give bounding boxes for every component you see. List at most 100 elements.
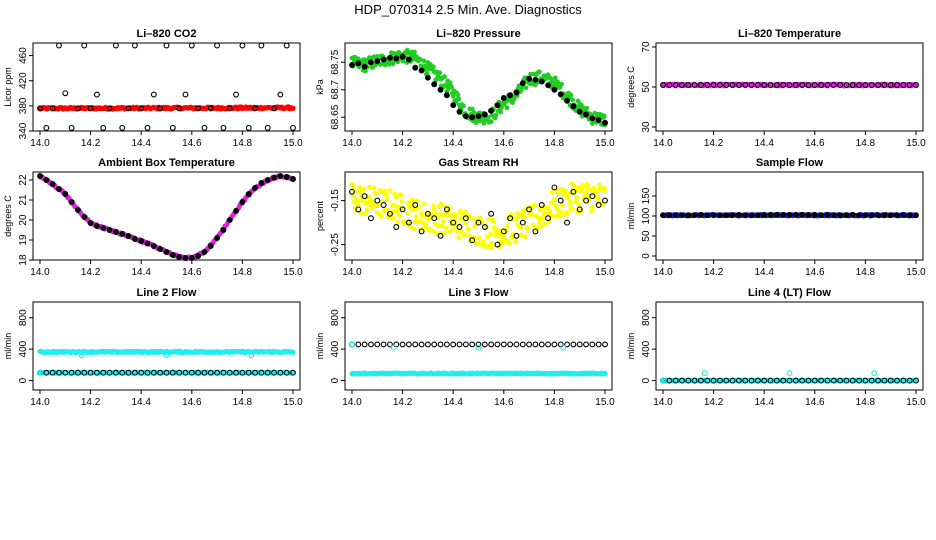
data-point: [245, 369, 252, 376]
data-point: [450, 219, 457, 226]
data-point: [488, 341, 495, 348]
data-point: [476, 235, 482, 241]
data-point: [589, 208, 594, 214]
data-point: [431, 81, 438, 88]
data-point: [450, 226, 456, 231]
series-averages: [37, 42, 296, 131]
data-point: [469, 114, 476, 121]
data-point: [450, 341, 457, 348]
data-point: [418, 67, 425, 74]
y-tick-label: -0.15: [330, 189, 341, 212]
data-point: [595, 341, 602, 348]
data-point: [226, 105, 233, 112]
data-point: [290, 370, 296, 376]
data-point: [491, 225, 497, 231]
data-point: [413, 214, 419, 220]
data-point: [811, 82, 818, 88]
data-point: [564, 219, 570, 226]
data-point: [112, 369, 119, 376]
series-averages: [37, 173, 296, 261]
data-point: [582, 191, 588, 197]
data-point: [666, 82, 673, 88]
data-point: [481, 224, 488, 230]
data-point: [248, 352, 255, 359]
data-point: [559, 202, 565, 208]
data-point: [900, 377, 907, 384]
data-point: [488, 119, 494, 125]
data-point: [424, 71, 430, 76]
data-point: [438, 201, 444, 207]
data-point: [894, 212, 900, 219]
data-point: [551, 213, 557, 219]
data-point: [906, 212, 913, 219]
y-tick-label: 22: [18, 174, 29, 186]
chart-title: Gas Stream RH: [438, 157, 518, 169]
data-point: [169, 369, 176, 376]
data-point: [545, 215, 552, 222]
y-tick-label: 0: [330, 377, 341, 383]
data-point: [481, 341, 488, 348]
data-point: [843, 377, 850, 384]
data-point: [412, 226, 417, 232]
data-point: [584, 105, 590, 111]
data-point: [799, 377, 806, 384]
data-point: [475, 341, 482, 348]
data-point: [868, 212, 875, 219]
x-tick-label: 14.6: [805, 397, 825, 408]
data-point: [462, 341, 469, 348]
data-point: [780, 377, 787, 384]
x-tick-label: 15.0: [906, 397, 926, 408]
data-point: [536, 215, 541, 220]
data-point: [283, 369, 290, 376]
y-tick-label: 21: [18, 194, 29, 206]
data-point: [431, 341, 438, 348]
data-point: [271, 174, 277, 181]
data-point: [566, 191, 572, 197]
data-point: [811, 377, 818, 384]
y-tick-label: 20: [18, 214, 29, 226]
data-point: [462, 113, 469, 120]
data-point: [93, 223, 100, 229]
plot-frame: [32, 171, 301, 261]
data-point: [491, 219, 496, 225]
data-point: [475, 219, 482, 226]
data-point: [773, 377, 780, 384]
data-point: [283, 42, 290, 49]
data-point: [767, 82, 774, 88]
data-point: [405, 219, 412, 226]
data-point: [564, 97, 570, 104]
data-point: [361, 341, 368, 348]
data-point: [488, 240, 494, 246]
data-point: [56, 186, 62, 192]
data-point: [799, 82, 806, 88]
data-point: [559, 81, 564, 87]
data-point: [818, 212, 825, 219]
data-point: [818, 377, 825, 384]
data-point: [570, 206, 575, 212]
data-point: [542, 221, 548, 227]
data-point: [112, 42, 119, 49]
data-point: [576, 206, 583, 213]
data-point: [691, 82, 698, 88]
x-tick-label: 14.6: [805, 138, 825, 149]
plot-frame: [32, 301, 301, 391]
data-point: [450, 102, 457, 109]
x-tick-label: 14.8: [545, 138, 565, 149]
data-point: [887, 212, 894, 219]
data-point: [277, 369, 284, 376]
x-tick-label: 14.0: [342, 138, 362, 149]
data-point: [554, 206, 560, 212]
chart-panel-5: Gas Stream RH 14.0 14.2 14.4 14.6 14.8 15.0 -0.…: [315, 157, 615, 278]
data-point: [78, 352, 85, 359]
chart-title: Sample Flow: [756, 157, 824, 169]
data-point: [742, 212, 749, 219]
data-point: [424, 74, 431, 81]
chart-panel-8: Line 3 Flow 14.0 14.2 14.4 14.6 14.8 15.0 0 400 8…: [315, 287, 615, 408]
data-point: [49, 181, 56, 187]
data-point: [411, 206, 417, 212]
data-point: [150, 369, 157, 376]
data-point: [811, 211, 818, 218]
x-tick-label: 14.6: [494, 138, 514, 149]
data-point: [56, 42, 62, 49]
data-point: [277, 173, 284, 179]
